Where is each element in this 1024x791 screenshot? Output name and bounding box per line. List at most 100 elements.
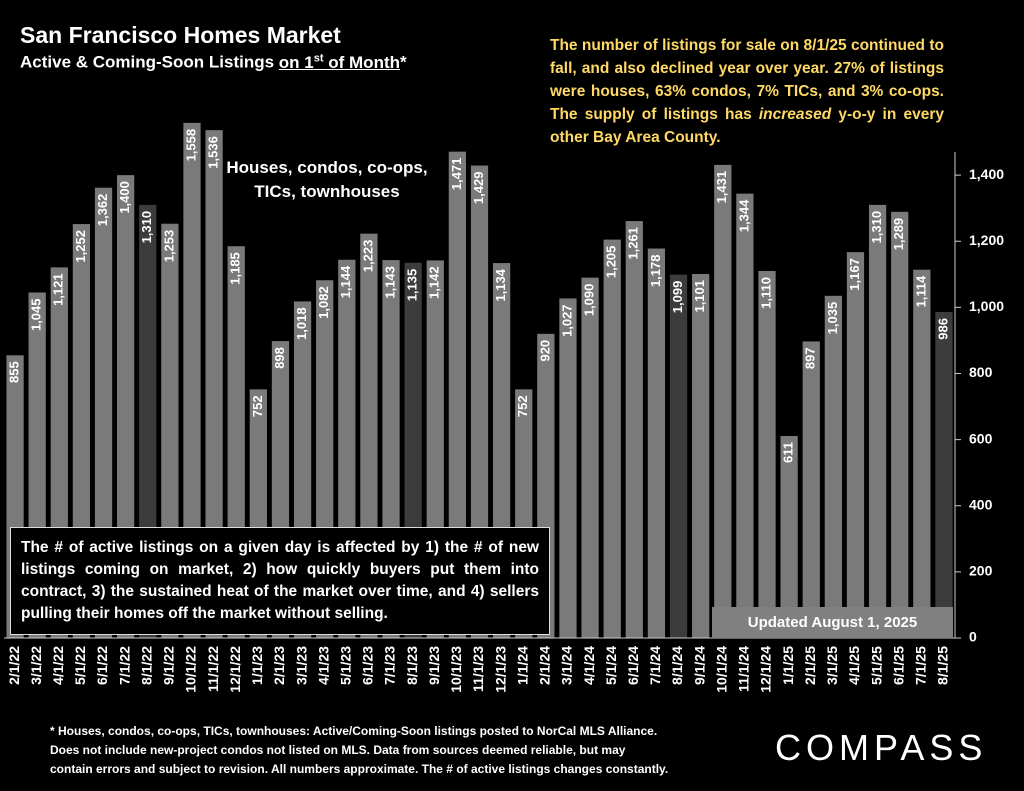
x-tick-label: 1/1/23	[249, 646, 265, 685]
x-tick-label: 2/1/23	[271, 646, 287, 685]
value-label: 1,431	[714, 171, 729, 204]
x-tick-label: 11/1/22	[205, 646, 221, 692]
value-label: 1,121	[51, 273, 66, 306]
bar	[205, 130, 223, 638]
y-tick-label: 400	[969, 496, 993, 512]
annotation-text: y-o-y in every other Bay Area County.	[550, 106, 944, 146]
series-label: Houses, condos, co-ops, TICs, townhouses	[222, 156, 432, 204]
x-tick-label: 4/1/22	[50, 646, 66, 685]
value-label: 1,400	[117, 181, 132, 214]
bar	[714, 164, 732, 639]
value-label: 897	[803, 347, 818, 369]
bar	[669, 274, 688, 638]
bar	[780, 435, 798, 638]
x-tick-label: 4/1/25	[846, 646, 862, 685]
value-label: 986	[935, 318, 950, 340]
value-label: 1,558	[183, 129, 198, 162]
x-tick-label: 8/1/25	[935, 646, 951, 685]
brand-logo: COMPASS	[775, 727, 988, 768]
x-tick-label: 7/1/22	[116, 646, 132, 685]
value-label: 1,144	[338, 265, 353, 298]
note-box: The # of active listings on a given day …	[10, 527, 550, 635]
annotation: The number of listings for sale on 8/1/2…	[550, 34, 944, 149]
bar	[913, 269, 931, 638]
bar	[824, 295, 842, 638]
value-label: 1,429	[471, 172, 486, 205]
bar	[117, 175, 135, 638]
value-label: 1,205	[604, 246, 619, 279]
x-tick-label: 10/1/23	[448, 646, 464, 693]
value-label: 1,362	[95, 194, 110, 227]
x-tick-label: 11/1/23	[470, 646, 486, 692]
value-label: 1,134	[493, 268, 508, 301]
x-tick-label: 2/1/25	[802, 646, 818, 685]
subtitle-text: Active & Coming-Soon Listings	[20, 52, 279, 72]
bar	[935, 312, 953, 638]
footnote: * Houses, condos, co-ops, TICs, townhous…	[50, 722, 730, 779]
value-label: 1,471	[449, 158, 464, 191]
value-label: 1,045	[29, 298, 44, 331]
value-label: 1,261	[626, 227, 641, 260]
annotation-italic: increased	[758, 106, 832, 123]
value-label: 1,289	[891, 218, 906, 251]
value-label: 1,223	[360, 240, 375, 273]
value-label: 752	[515, 395, 530, 417]
x-tick-label: 1/1/25	[780, 646, 796, 685]
value-label: 1,101	[692, 280, 707, 313]
x-tick-label: 7/1/25	[913, 646, 929, 685]
subtitle-text: *	[400, 52, 407, 72]
value-label: 1,135	[405, 269, 420, 302]
x-tick-label: 10/1/22	[183, 646, 199, 693]
series-label-line: Houses, condos, co-ops,	[226, 158, 428, 177]
x-tick-label: 7/1/23	[382, 646, 398, 685]
x-tick-label: 3/1/24	[559, 646, 575, 685]
x-tick-label: 7/1/24	[647, 646, 663, 685]
x-tick-label: 8/1/22	[138, 646, 154, 685]
value-label: 1,167	[847, 258, 862, 291]
bar	[692, 273, 710, 638]
bar	[94, 187, 113, 638]
x-tick-label: 3/1/22	[28, 646, 44, 685]
x-tick-label: 9/1/22	[161, 646, 177, 685]
value-label: 1,027	[559, 304, 574, 337]
value-label: 1,018	[294, 307, 309, 340]
x-tick-label: 5/1/23	[338, 646, 354, 685]
value-label: 1,099	[670, 281, 685, 314]
chart-subtitle: Active & Coming-Soon Listings on 1st of …	[20, 52, 407, 73]
y-tick-label: 1,400	[969, 166, 1004, 182]
bar	[470, 165, 489, 639]
y-tick-label: 1,000	[969, 298, 1004, 314]
bar	[891, 211, 909, 638]
y-tick-label: 0	[969, 629, 977, 645]
value-label: 752	[250, 395, 265, 417]
y-tick-label: 1,200	[969, 232, 1004, 248]
footnote-line: Does not include new-project condos not …	[50, 743, 626, 757]
x-tick-label: 12/1/24	[758, 646, 774, 693]
bar	[603, 239, 621, 639]
value-label: 855	[6, 361, 21, 383]
x-tick-label: 5/1/24	[603, 646, 619, 685]
value-label: 1,082	[316, 286, 331, 319]
value-label: 1,035	[825, 302, 840, 335]
bar	[868, 204, 887, 638]
y-tick-label: 600	[969, 430, 993, 446]
x-tick-label: 6/1/23	[360, 646, 376, 685]
x-tick-label: 9/1/23	[426, 646, 442, 685]
bar	[802, 341, 820, 638]
value-label: 1,310	[869, 211, 884, 244]
y-tick-label: 200	[969, 563, 993, 579]
value-label: 920	[537, 340, 552, 362]
x-tick-label: 12/1/22	[227, 646, 243, 693]
subtitle-underlined: on 1st of Month	[279, 52, 400, 72]
value-label: 1,110	[758, 277, 773, 309]
x-tick-label: 1/1/24	[514, 646, 530, 685]
value-label: 611	[781, 442, 796, 463]
chart-title: San Francisco Homes Market	[20, 22, 341, 48]
x-tick-label: 8/1/24	[669, 646, 685, 685]
subtitle-sup: st	[313, 52, 324, 64]
x-tick-label: 11/1/24	[736, 646, 752, 692]
annotation-text: The number of listings for sale on 8/1/2…	[550, 37, 944, 123]
x-tick-label: 10/1/24	[713, 646, 729, 693]
value-label: 1,142	[427, 266, 442, 299]
